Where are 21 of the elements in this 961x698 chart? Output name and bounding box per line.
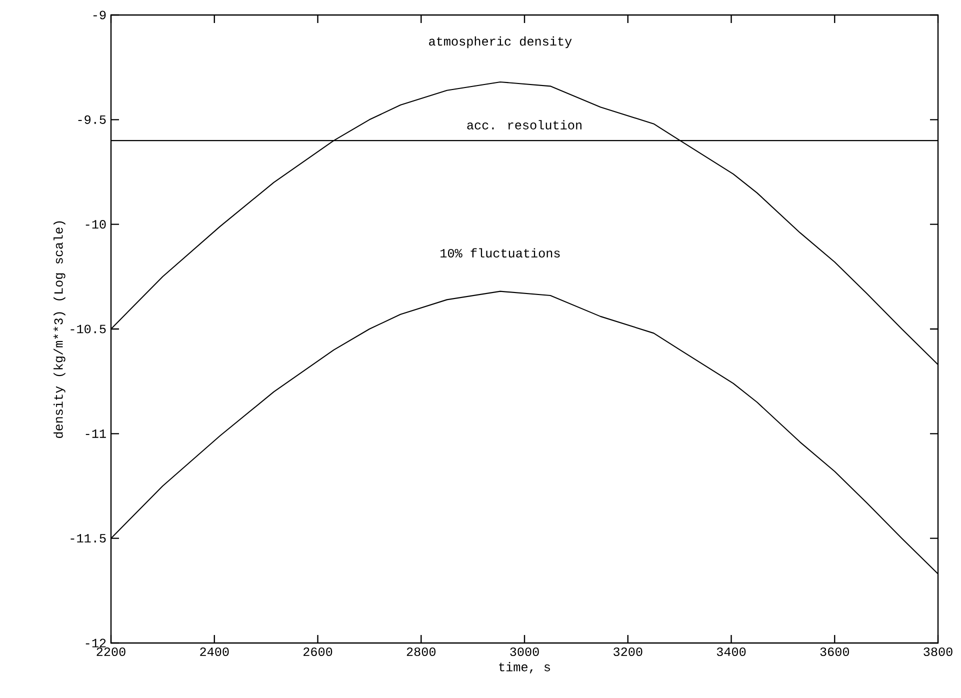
x-tick-label: 3800: [924, 647, 952, 656]
y-axis-title: density (kg/m**3) (Log scale): [54, 221, 66, 438]
x-axis-title: time, s: [499, 662, 550, 674]
annotation: atmospheric density: [429, 36, 572, 48]
y-tick-label: -10: [86, 220, 106, 229]
y-tick-label: -12: [86, 638, 106, 648]
x-tick-label: 3400: [716, 647, 746, 656]
x-tick-label: 3200: [614, 647, 642, 656]
annotation: 10% fluctuations: [440, 248, 560, 258]
x-tick-label: 2400: [200, 647, 229, 656]
y-tick-label: -11: [86, 430, 106, 438]
x-tick-label: 3600: [820, 647, 849, 656]
y-tick-label: -9: [93, 10, 106, 20]
ref-line-label: acc. resolution: [467, 120, 582, 130]
x-tick-label: 2200: [96, 647, 126, 656]
y-tick-label: -10.5: [70, 324, 106, 334]
y-tick-label: -9.5: [78, 115, 106, 124]
x-tick-label: 2600: [304, 647, 332, 656]
y-tick-label: -11.5: [70, 534, 106, 543]
x-tick-label: 2800: [406, 647, 436, 656]
x-tick-label: 3000: [510, 647, 539, 656]
